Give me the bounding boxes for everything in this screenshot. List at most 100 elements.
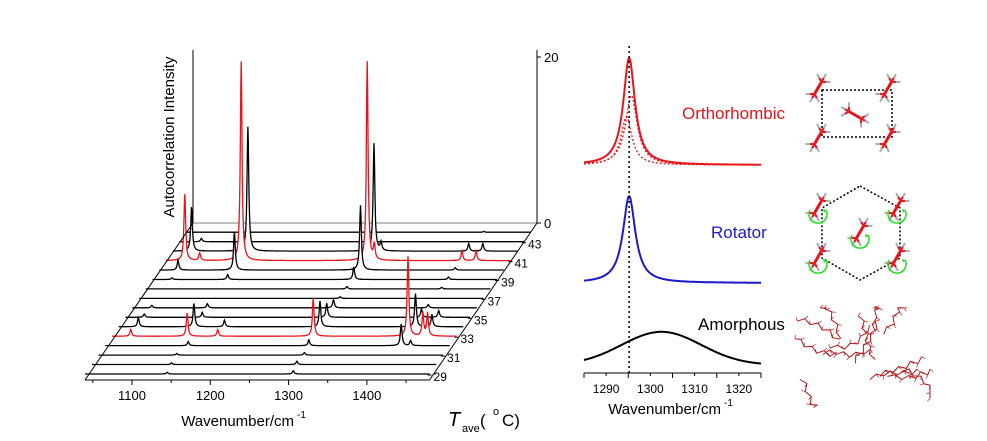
hydrogen-stub [920,384,924,385]
hydrogen-stub [847,357,850,360]
hydrogen-stub [806,404,810,405]
temperature-tick-label: 35 [474,313,488,327]
trace-39 [153,267,498,280]
temperature-tick-label: 43 [528,238,542,252]
carbon-bond [815,132,822,144]
x-axis-label-right-sup: -1 [724,398,733,409]
trace-mask [180,238,525,243]
temperature-tick-label: 31 [447,351,461,365]
trace-35 [126,303,471,317]
z-label-t: T [448,409,462,431]
trace-30 [92,361,437,364]
label-rotator: Rotator [711,223,767,242]
hydrogen-stub [917,364,918,368]
x-axis-label-sup: -1 [297,410,306,421]
x-axis-label-right-text: Wavenumber/cm [608,401,721,418]
intensity-tick-label: 0 [544,216,551,231]
x-tick-label: 1300 [274,388,303,403]
trace-29 [85,371,430,374]
carbon-bond [815,251,822,263]
x-tick-label-right: 1300 [637,382,664,396]
hydrogen-stub [871,341,873,345]
hydrogen-stub [922,357,925,359]
polymer-chain [872,308,879,332]
temperature-tick-label: 33 [461,332,475,346]
hydrogen-stub [900,312,902,315]
carbon-bond [894,251,901,263]
x-tick-label: 1100 [118,388,146,403]
trace-36 [132,300,477,308]
hydrogen-stub [927,398,930,401]
spectrum-amorphous [584,332,761,364]
temperature-tick-label: 41 [515,257,529,271]
carbon-bond [885,82,892,94]
trace-38 [146,287,491,289]
label-amorphous: Amorphous [698,315,785,334]
hydrogen-stub [858,313,861,316]
hydrogen-stub [877,318,880,320]
phase-spectra-chart: 1290 1300 1310 1320 Wavenumber/cm -1 Orthor… [584,46,785,418]
hydrogen-stub [818,321,822,323]
label-orthorhombic: Orthorhombic [682,104,785,123]
hydrogen-stub [915,378,917,382]
amorphous-structure [795,305,933,408]
hydrogen-stub [796,317,797,321]
spectrum-component-2 [584,117,761,165]
trace-33 [112,256,457,336]
orthorhombic-structure [806,74,901,152]
hydrogen-stub [830,329,834,330]
z-label-open: ( [480,411,486,430]
trace-43 [180,238,525,241]
trace-44 [186,231,531,232]
x-tick-label-right: 1320 [726,382,753,396]
x-axis-label-text: Wavenumber/cm [181,413,294,430]
x-tick-label-right: 1290 [593,382,620,396]
z-label-sup: o [493,406,499,418]
hydrogen-stub [824,348,827,351]
hydrogen-stub [801,338,805,340]
x-tick-label-right: 1310 [681,382,708,396]
unit-cell-rectangle [822,90,892,137]
polymer-chain [884,308,905,334]
hydrogen-stub [917,369,920,372]
intensity-tick-label: 20 [544,50,558,65]
hydrogen-stub [864,321,868,322]
hydrogen-stub [877,329,879,332]
y-axis-label: Autocorrelation Intensity [161,56,178,217]
hydrogen-stub [883,376,884,380]
hydrogen-stub [863,354,864,358]
arrowhead-icon [865,234,868,238]
carbon-bond [885,132,892,144]
z-label-sub: ave [462,423,480,435]
hydrogen-stub [834,355,836,358]
x-tick-label: 1400 [352,388,381,403]
hydrogen-stub [829,344,830,348]
molecular-structures [795,74,933,408]
hydrogen-stub [875,320,879,321]
trace-37 [139,297,484,299]
hydrogen-stub [899,380,901,383]
hydrogen-stub [871,346,875,347]
carbon-bond [815,82,822,94]
carbon-bond [815,201,822,213]
arrowhead-icon [823,209,826,213]
trace-41 [166,61,511,261]
temperature-tick-label: 39 [501,276,515,290]
arrowhead-icon [902,209,905,213]
phase-axes: 1290 1300 1310 1320 [584,46,761,396]
arrowhead-icon [902,259,905,263]
hydrogen-stub [859,333,861,337]
hydrogen-stub [801,390,805,391]
z-label-close: C) [502,411,520,430]
temperature-tick-label: 37 [488,294,502,308]
z-axis-label: T ave ( o C) [448,406,520,435]
hydrogen-stub [838,342,840,345]
hydrogen-stub [838,324,842,325]
polymer-chain [820,308,841,339]
waterfall-traces [85,61,531,376]
hydrogen-stub [894,324,895,328]
polymer-chain [800,380,818,406]
hydrogen-stub [826,308,830,309]
